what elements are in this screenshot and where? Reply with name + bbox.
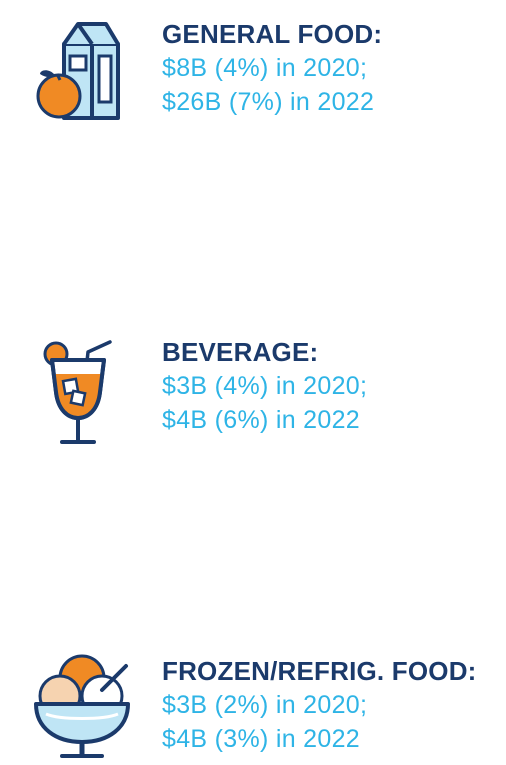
general-food-title: GENERAL FOOD: bbox=[162, 19, 383, 49]
frozen-refrig-food-text: FROZEN/REFRIG. FOOD: $3B (2%) in 2020; $… bbox=[162, 655, 477, 756]
general-food-2020-value: $8B (4%) in 2020; bbox=[162, 54, 368, 82]
category-general-food: GENERAL FOOD: $8B (4%) in 2020; $26B (7%… bbox=[0, 0, 506, 140]
cocktail-glass-icon bbox=[40, 330, 116, 448]
category-beverage: BEVERAGE: $3B (4%) in 2020; $4B (6%) in … bbox=[0, 160, 506, 444]
frozen-refrig-food-title: FROZEN/REFRIG. FOOD: bbox=[162, 656, 477, 686]
beverage-2022-value: $4B (6%) in 2022 bbox=[162, 406, 360, 434]
category-frozen-refrig-food: FROZEN/REFRIG. FOOD: $3B (2%) in 2020; $… bbox=[0, 318, 506, 758]
ice-cream-bowl-icon bbox=[30, 648, 134, 760]
beverage-2020-value: $3B (4%) in 2020; bbox=[162, 372, 368, 400]
general-food-2022-value: $26B (7%) in 2022 bbox=[162, 88, 375, 116]
milk-carton-orange-icon bbox=[32, 16, 134, 128]
frozen-refrig-food-2022-value: $4B (3%) in 2022 bbox=[162, 725, 360, 753]
frozen-refrig-food-2020-value: $3B (2%) in 2020; bbox=[162, 691, 368, 719]
general-food-text: GENERAL FOOD: $8B (4%) in 2020; $26B (7%… bbox=[162, 18, 382, 119]
beverage-title: BEVERAGE: bbox=[162, 337, 319, 367]
beverage-text: BEVERAGE: $3B (4%) in 2020; $4B (6%) in … bbox=[162, 336, 367, 437]
